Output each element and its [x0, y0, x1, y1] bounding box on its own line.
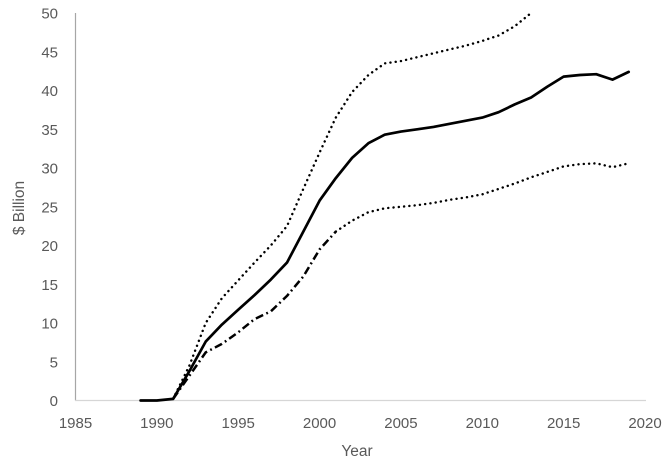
x-axis-tick-labels: 1985 1990 1995 2000 2005 2010 2015 2020 — [59, 415, 662, 432]
x-tick-label-2005: 2005 — [384, 415, 417, 432]
series-line-lower-dotted-line — [334, 162, 630, 233]
series-line-upper-dotted-line — [171, 11, 533, 401]
x-tick-label-1985: 1985 — [59, 415, 92, 432]
x-tick-label-1995: 1995 — [222, 415, 255, 432]
y-tick-label-45: 45 — [41, 44, 58, 61]
series-line-central-solid-line — [139, 70, 631, 402]
y-tick-label-0: 0 — [50, 393, 58, 410]
x-tick-label-1990: 1990 — [140, 415, 173, 432]
series-lines — [139, 11, 631, 402]
x-tick-label-2020: 2020 — [628, 415, 661, 432]
y-tick-label-30: 30 — [41, 161, 58, 178]
x-tick-label-2010: 2010 — [466, 415, 499, 432]
x-tick-label-2000: 2000 — [303, 415, 336, 432]
y-tick-label-5: 5 — [50, 354, 58, 371]
y-tick-label-50: 50 — [41, 6, 58, 23]
y-tick-label-40: 40 — [41, 83, 58, 100]
y-tick-label-15: 15 — [41, 277, 58, 294]
y-axis-title: $ Billion — [11, 181, 28, 235]
x-axis-title: Year — [341, 443, 372, 460]
y-tick-label-25: 25 — [41, 199, 58, 216]
y-tick-label-35: 35 — [41, 122, 58, 139]
y-axis-tick-labels: 0 5 10 15 20 25 30 35 40 45 50 — [41, 6, 58, 411]
y-tick-label-20: 20 — [41, 238, 58, 255]
y-tick-label-10: 10 — [41, 316, 58, 333]
series-line-lower-dash-dot-line — [172, 230, 337, 400]
x-tick-label-2015: 2015 — [547, 415, 580, 432]
